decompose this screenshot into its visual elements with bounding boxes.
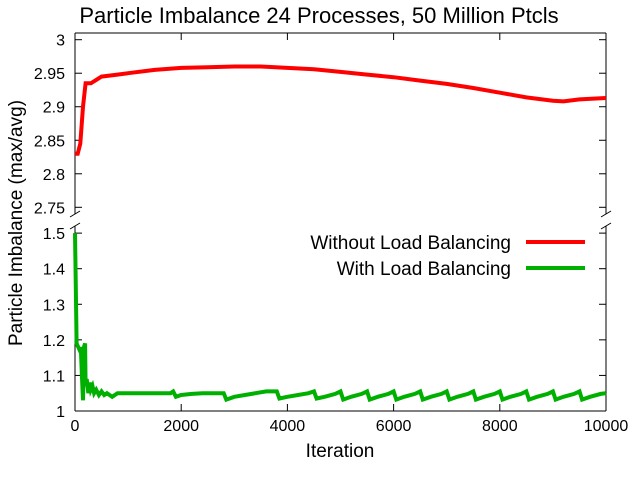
series-line-with-load-balancing [73, 233, 607, 403]
series-lines [73, 64, 607, 403]
series-line-without-load-balancing [75, 64, 607, 156]
legend: Without Load Balancing With Load Balancin… [310, 233, 585, 280]
axis-break-mark [600, 210, 612, 218]
y-tick-label: 1.1 [43, 368, 65, 385]
y-tick-label: 2.8 [43, 167, 65, 184]
x-tick-label: 0 [71, 418, 80, 435]
y-tick-label: 1 [56, 404, 65, 421]
axis-break-mark [69, 222, 81, 230]
y-tick-label: 2.85 [34, 133, 65, 150]
y-tick-label: 1.3 [43, 297, 65, 314]
chart-title: Particle Imbalance 24 Processes, 50 Mill… [79, 3, 558, 28]
x-tick-label: 2000 [163, 418, 199, 435]
x-tick-label: 8000 [482, 418, 518, 435]
legend-label: With Load Balancing [337, 259, 511, 280]
x-tick-label: 10000 [584, 418, 629, 435]
x-axis-label: Iteration [306, 441, 375, 462]
y-tick-label: 1.5 [43, 226, 65, 243]
y-tick-label: 3 [56, 33, 65, 50]
y-tick-label: 2.75 [34, 200, 65, 217]
plot-frame [69, 32, 612, 412]
y-tick-label: 2.95 [34, 66, 65, 83]
x-tick-label: 4000 [270, 418, 306, 435]
legend-label: Without Load Balancing [310, 233, 511, 254]
axis-ticks: 0 2000 4000 6000 8000 10000 2.75 2.8 2.85 2.9 2.95… [34, 33, 628, 435]
x-tick-label: 6000 [376, 418, 412, 435]
y-tick-label: 1.2 [43, 333, 65, 350]
y-tick-label: 1.4 [43, 262, 65, 279]
y-axis-label: Particle Imbalance (max/avg) [6, 100, 27, 346]
axis-break-mark [69, 210, 81, 218]
axis-break-mark [600, 222, 612, 230]
y-tick-label: 2.9 [43, 100, 65, 117]
